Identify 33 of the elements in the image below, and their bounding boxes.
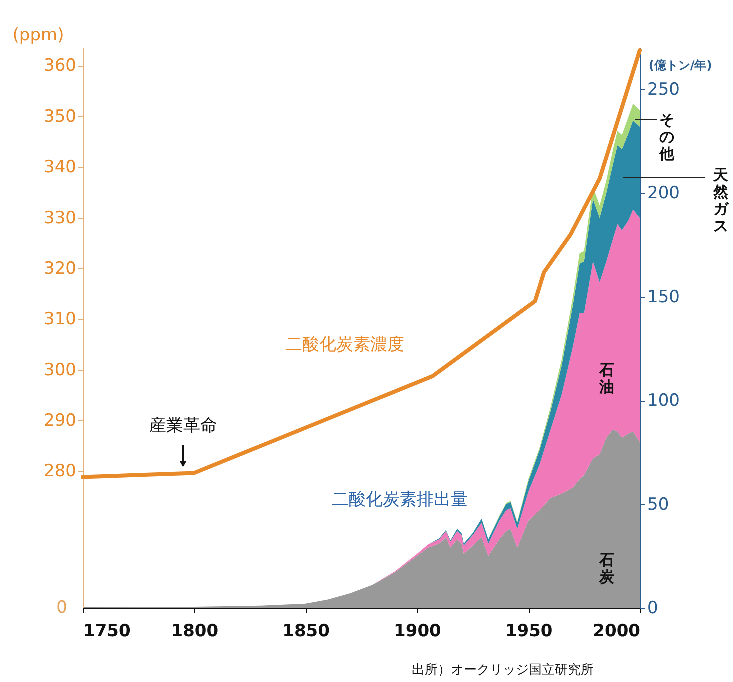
x-tick-label: 2000	[593, 622, 641, 642]
y2-tick-label: 50	[648, 494, 670, 515]
series-label: 二酸化炭素濃度	[286, 335, 404, 355]
y-tick-label: 320	[44, 258, 76, 279]
x-tick-label: 1750	[84, 622, 131, 642]
y-axis-title: (ppm)	[12, 26, 64, 46]
y-tick-label: 280	[44, 462, 76, 482]
y2-tick-label: 150	[648, 287, 680, 308]
y-tick-label: 310	[44, 310, 76, 330]
x-tick-label: 1850	[282, 622, 330, 642]
y2-tick-label: 250	[648, 80, 680, 100]
y-tick-label: 350	[44, 106, 76, 127]
text: 出所）オークリッジ国立研究所	[412, 662, 594, 678]
y2-tick-label: 100	[648, 391, 680, 412]
series-label: 石炭	[598, 551, 616, 586]
y-tick-label: 290	[44, 410, 76, 431]
annotation: 産業革命	[149, 416, 218, 436]
y2-tick-label: 0	[648, 598, 658, 618]
x-tick-label: 1950	[505, 622, 553, 642]
series-label: その他	[658, 111, 676, 163]
x-tick-label: 1800	[171, 622, 219, 642]
y-tick-label: 330	[44, 208, 76, 228]
line-series	[81, 48, 642, 480]
text: 天然ガス	[712, 166, 730, 235]
x-tick-label: 1900	[394, 622, 442, 642]
annotation: 二酸化炭素排出量	[332, 490, 468, 510]
series-label: 石油	[598, 361, 614, 396]
y2-tick-label: 200	[648, 184, 680, 204]
y-tick-label: 300	[44, 360, 76, 380]
y-tick-label: 360	[44, 56, 76, 76]
y2-axis-title: (億トン/年)	[648, 58, 712, 72]
y-tick-label: 340	[44, 158, 76, 178]
text: 0	[56, 598, 68, 618]
